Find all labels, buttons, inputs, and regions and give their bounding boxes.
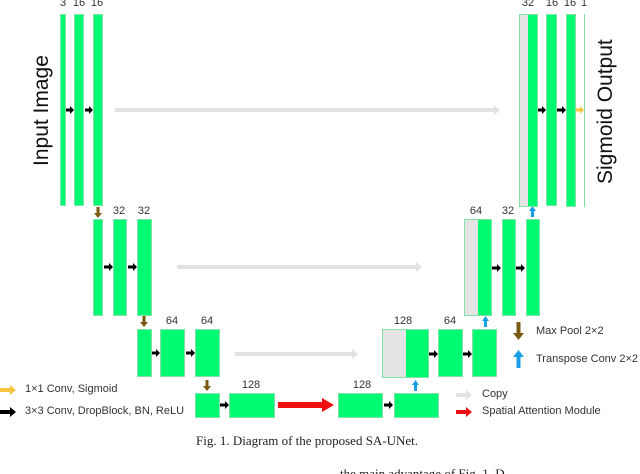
sigmoid-output-label: Sigmoid Output [594,39,617,184]
channel-label: 32 [112,205,126,217]
feature-map-block [195,393,220,418]
feature-map-block [113,219,127,316]
channel-label: 128 [393,315,413,327]
channel-label: 64 [443,315,457,327]
maxpool-arrow-icon [513,322,524,340]
feature-map-block [546,14,557,206]
output-map-block [584,14,585,207]
channel-label: 16 [545,0,559,9]
trailing-body-text: the main advantage of Fig. 1. D [340,466,505,474]
conv-arrow-icon [429,350,438,358]
copy-arrow-icon [235,349,358,359]
legend-sam-label: Spatial Attention Module [482,405,601,417]
sigmoid-arrow-icon [0,385,16,395]
conv-arrow-icon [220,401,229,409]
channel-label: 16 [90,0,104,9]
transpose-conv-arrow-icon [529,206,536,217]
maxpool-arrow-icon [94,207,102,218]
concat-block [382,329,429,378]
conv-arrow-icon [152,349,160,357]
channel-label: 128 [352,379,372,391]
channel-label: 3 [59,0,67,9]
transpose-conv-arrow-icon [412,380,419,391]
spatial-attention-arrow-icon [456,407,472,417]
conv-arrow-icon [492,264,501,272]
conv-arrow-icon [66,106,74,114]
conv-arrow-icon [538,106,546,114]
figure-caption: Fig. 1. Diagram of the proposed SA-UNet. [196,433,419,448]
conv-arrow-icon [186,349,195,357]
channel-label: 64 [200,315,214,327]
concat-block [519,14,538,207]
copy-arrow-icon [115,105,500,115]
feature-map-block [137,219,152,316]
channel-label: 1 [580,0,588,9]
feature-map-block [502,219,516,316]
feature-map-block [160,329,185,377]
feature-map-block [229,393,275,418]
channel-label: 32 [521,0,535,9]
feature-map-block [472,329,497,377]
copy-arrow-icon [456,390,472,400]
transpose-conv-arrow-icon [482,316,489,327]
spatial-attention-arrow-icon [278,398,334,412]
feature-map-block [93,219,103,316]
conv-arrow-icon [557,106,566,114]
legend-maxpool-label: Max Pool 2×2 [536,325,604,337]
conv-arrow-icon [128,263,137,271]
legend-transpose-label: Transpose Conv 2×2 [536,353,639,365]
channel-label: 16 [563,0,577,9]
conv-arrow-icon [516,264,525,272]
channel-label: 64 [469,205,483,217]
feature-map-block [195,329,220,377]
conv-arrow-icon [463,350,472,358]
feature-map-block [394,393,439,418]
feature-map-block [74,14,84,206]
input-image-label: Input Image [30,55,53,166]
feature-map-block [338,393,383,418]
sigmoid-arrow-icon [576,106,584,114]
channel-label: 64 [165,315,179,327]
feature-map-block [93,14,103,206]
legend-conv-label: 3×3 Conv, DropBlock, BN, ReLU [25,405,185,417]
maxpool-arrow-icon [203,380,211,391]
feature-map-block [566,14,576,207]
conv-arrow-icon [104,263,113,271]
channel-label: 32 [501,205,515,217]
feature-map-block [60,14,66,206]
conv-arrow-icon [85,106,93,114]
channel-label: 16 [72,0,86,9]
conv-arrow-icon [0,407,16,417]
transpose-conv-arrow-icon [513,350,524,368]
legend-copy-label: Copy [482,388,508,400]
feature-map-block [137,329,152,377]
conv-arrow-icon [384,401,393,409]
copy-arrow-icon [177,262,422,272]
channel-label: 128 [241,379,261,391]
feature-map-block [438,329,463,377]
maxpool-arrow-icon [140,316,148,327]
channel-label: 32 [137,205,151,217]
concat-block [464,219,492,316]
feature-map-block [526,219,540,316]
legend-sigmoid-label: 1×1 Conv, Sigmoid [25,383,118,395]
